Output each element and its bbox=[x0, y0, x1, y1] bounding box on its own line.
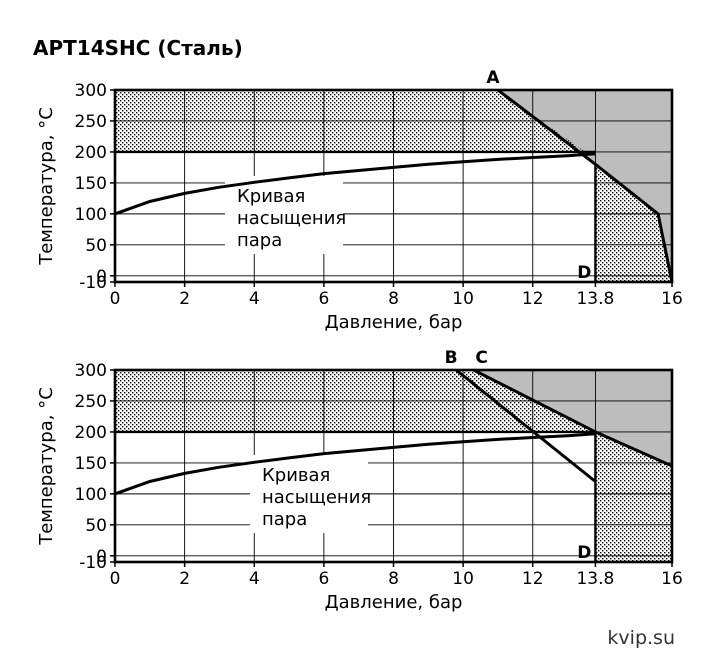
limit-line bbox=[496, 88, 674, 283]
chart-panel-top: Криваянасыщенияпара-10050100150200250300… bbox=[36, 68, 683, 333]
x-tick-label: 16 bbox=[661, 289, 683, 309]
y-tick-label: 50 bbox=[85, 236, 107, 256]
y-tick-label: 250 bbox=[75, 392, 107, 412]
y-tick-label: -10 bbox=[79, 553, 107, 573]
y-tick-label: -10 bbox=[79, 273, 107, 293]
x-tick-label: 6 bbox=[318, 569, 329, 589]
y-tick-label: 150 bbox=[75, 454, 107, 474]
x-tick-label: 4 bbox=[249, 569, 260, 589]
marker-d: D bbox=[577, 543, 591, 563]
y-tick-label: 300 bbox=[75, 81, 107, 101]
x-tick-label: 2 bbox=[179, 569, 190, 589]
curve-label-line: Кривая bbox=[262, 465, 330, 486]
marker-a: A bbox=[486, 68, 500, 88]
y-axis-label: Температура, °С bbox=[36, 107, 57, 266]
x-tick-label: 0 bbox=[110, 569, 121, 589]
hatched-region-2 bbox=[595, 431, 672, 562]
curve-label-line: Кривая bbox=[237, 186, 305, 207]
watermark-text: kvip.su bbox=[607, 627, 675, 649]
x-tick-label: 12 bbox=[522, 289, 544, 309]
limit-line-b bbox=[455, 368, 597, 483]
hatched-region-2 bbox=[595, 164, 672, 282]
marker-c: C bbox=[475, 348, 487, 368]
y-tick-label: 200 bbox=[75, 143, 107, 163]
x-tick-label: 8 bbox=[388, 569, 399, 589]
x-tick-label: 12 bbox=[522, 569, 544, 589]
curve-label-line: насыщения bbox=[262, 487, 371, 508]
y-tick-label: 150 bbox=[75, 174, 107, 194]
marker-d: D bbox=[577, 263, 591, 283]
x-tick-label: 0 bbox=[110, 289, 121, 309]
y-tick-label: 200 bbox=[75, 423, 107, 443]
x-tick-label: 2 bbox=[179, 289, 190, 309]
y-tick-label: 250 bbox=[75, 112, 107, 132]
forbidden-region bbox=[497, 90, 672, 282]
curve-label-box bbox=[250, 455, 368, 533]
curve-label-line: пара bbox=[237, 230, 282, 251]
y-tick-label: 0 bbox=[96, 547, 107, 567]
curve-label-line: пара bbox=[262, 509, 307, 530]
y-tick-label: 50 bbox=[85, 516, 107, 536]
limit-line bbox=[472, 368, 673, 468]
marker-b: B bbox=[445, 348, 458, 368]
x-tick-label: 13.8 bbox=[576, 289, 614, 309]
x-tick-label: 8 bbox=[388, 289, 399, 309]
x-tick-label: 13.8 bbox=[576, 569, 614, 589]
y-tick-label: 0 bbox=[96, 267, 107, 287]
y-tick-label: 300 bbox=[75, 361, 107, 381]
x-tick-label: 4 bbox=[249, 289, 260, 309]
curve-label-line: насыщения bbox=[237, 208, 346, 229]
y-axis-label: Температура, °С bbox=[36, 387, 57, 546]
x-axis-label: Давление, бар bbox=[325, 592, 463, 613]
x-tick-label: 6 bbox=[318, 289, 329, 309]
chart-panel-bottom: Криваянасыщенияпара-10050100150200250300… bbox=[36, 348, 683, 613]
x-tick-label: 10 bbox=[452, 569, 474, 589]
y-tick-label: 100 bbox=[75, 205, 107, 225]
chart-title: APT14SHC (Сталь) bbox=[33, 36, 243, 60]
saturation-curve bbox=[114, 432, 596, 496]
y-tick-label: 100 bbox=[75, 485, 107, 505]
saturation-curve bbox=[114, 152, 596, 216]
x-tick-label: 16 bbox=[661, 569, 683, 589]
x-axis-label: Давление, бар bbox=[325, 312, 463, 333]
x-tick-label: 10 bbox=[452, 289, 474, 309]
curve-label-box bbox=[225, 176, 343, 254]
